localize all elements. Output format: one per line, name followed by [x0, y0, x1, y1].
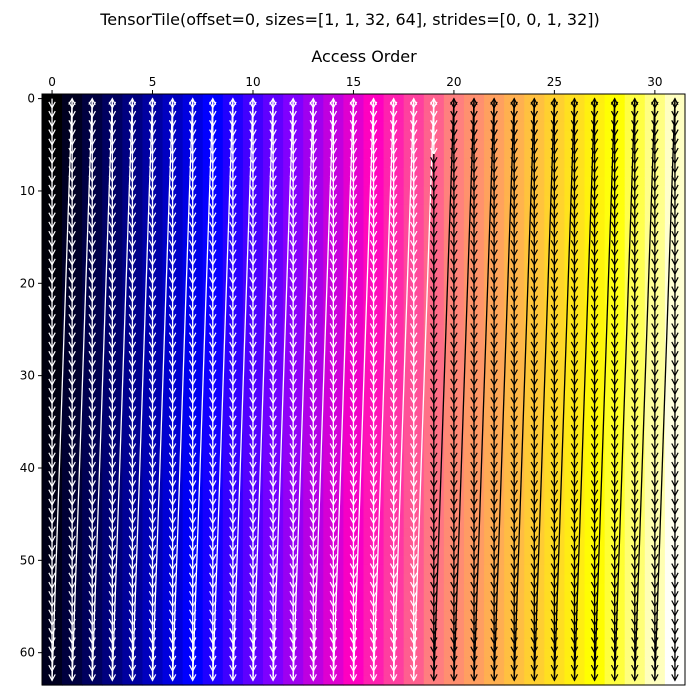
access-arrow-shaft — [312, 98, 335, 681]
access-arrow-shaft — [392, 98, 415, 681]
access-arrow-shaft — [171, 98, 194, 681]
access-arrow-shaft — [91, 98, 113, 681]
access-arrow-shaft — [272, 98, 294, 681]
access-arrow-shaft — [71, 98, 93, 681]
access-order-arrows — [48, 97, 679, 682]
chart-title: Access Order — [311, 47, 417, 66]
access-arrow-shaft — [493, 98, 515, 681]
access-arrow-shaft — [111, 98, 134, 681]
access-arrow-shaft — [453, 98, 475, 681]
access-arrow-shaft — [352, 98, 375, 681]
access-arrow-shaft — [192, 98, 214, 681]
access-arrow-shaft — [252, 98, 274, 681]
access-arrow-shaft — [232, 98, 254, 681]
access-arrow-shaft — [433, 98, 455, 681]
access-arrow-shaft — [413, 98, 435, 681]
access-arrow-shaft — [131, 98, 154, 681]
access-arrow-shaft — [292, 98, 314, 681]
access-arrow-shaft — [212, 98, 234, 681]
access-arrow-shaft — [51, 98, 73, 681]
figure-suptitle: TensorTile(offset=0, sizes=[1, 1, 32, 64… — [100, 10, 600, 29]
access-arrow-shaft — [332, 98, 355, 681]
access-arrow-shaft — [151, 98, 174, 681]
access-arrow-shaft — [372, 98, 395, 681]
access-arrow-shaft — [473, 98, 495, 681]
